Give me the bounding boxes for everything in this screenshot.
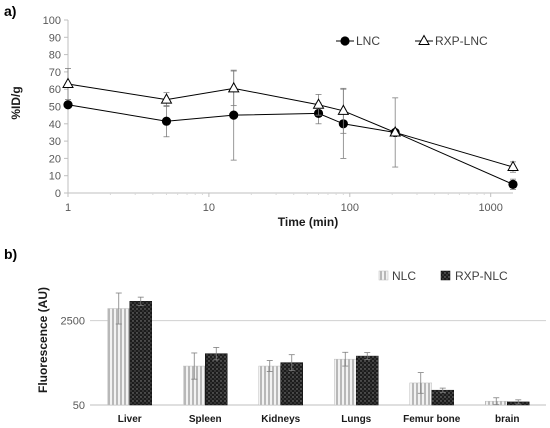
category-label: Spleen <box>189 414 222 425</box>
error-bar <box>439 387 446 393</box>
y-tick-label-a: 90 <box>49 32 61 44</box>
x-tick-label-a: 1000 <box>478 202 502 214</box>
series-lnc <box>63 69 518 190</box>
error-bar <box>364 352 371 360</box>
legend-marker <box>340 36 350 46</box>
y-axis-label-b: Fluorescence (AU) <box>36 287 50 393</box>
panel-b-label: b) <box>4 246 17 262</box>
y-tick-label-a: 100 <box>43 15 61 27</box>
y-tick-label-a: 50 <box>49 102 61 114</box>
legend-item-rxp-lnc: RXP-LNC <box>415 34 488 48</box>
series-rxp-lnc <box>62 68 519 173</box>
data-point-rxp-lnc <box>160 93 173 104</box>
legend-label: LNC <box>356 34 380 48</box>
y-tick-label-a: 70 <box>49 67 61 79</box>
y-tick-label-a: 10 <box>49 171 61 183</box>
y-axis-label-a: %ID/g <box>9 86 23 119</box>
error-bar <box>288 354 295 371</box>
data-point-rxp-lnc <box>507 160 519 172</box>
x-axis-label-a: Time (min) <box>278 215 338 229</box>
data-point-rxp-lnc <box>389 125 402 137</box>
legend-swatch <box>440 270 451 281</box>
y-tick-label-a: 0 <box>55 188 61 200</box>
legend-b: NLC RXP-NLC <box>378 269 508 283</box>
bar-group-femur-bone: Femur bone <box>403 372 461 425</box>
bar-group-lungs: Lungs <box>334 351 379 425</box>
data-point-lnc <box>63 100 73 110</box>
error-bar <box>115 292 122 325</box>
category-label: brain <box>495 414 519 425</box>
bar-group-kidneys: Kidneys <box>258 354 303 425</box>
error-bar <box>137 296 144 306</box>
error-bar <box>417 372 424 394</box>
legend-item-nlc: NLC <box>378 269 416 283</box>
legend-marker <box>418 34 430 45</box>
x-tick-label-a: 10 <box>203 202 215 214</box>
legend-swatch <box>378 270 389 281</box>
category-label: Lungs <box>341 414 371 425</box>
y-tick-label-a: 30 <box>49 136 61 148</box>
legend-label: RXP-NLC <box>455 269 508 283</box>
bar-rxp-nlc-spleen <box>205 353 228 406</box>
legend-item-rxp-nlc: RXP-NLC <box>440 269 508 283</box>
panel-a-line-chart: a) %ID/g Time (min) 0 10 20 30 40 50 60 70 80 90 1… <box>4 3 519 229</box>
data-point-lnc <box>508 179 518 189</box>
y-tick-label-a: 20 <box>49 153 61 165</box>
bar-group-spleen: Spleen <box>183 347 228 425</box>
bar-group-brain: brain <box>485 397 530 425</box>
error-bar <box>493 397 500 406</box>
bar-group-liver: Liver <box>107 292 152 425</box>
x-tick-label-a: 1 <box>65 202 71 214</box>
data-point-lnc <box>161 116 172 126</box>
panel-a-label: a) <box>4 3 16 19</box>
series-line-lnc <box>67 104 514 185</box>
category-label: Femur bone <box>403 414 461 425</box>
error-bar <box>266 360 273 372</box>
category-label: Liver <box>118 414 142 425</box>
y-tick-label-b: 50 <box>73 400 85 412</box>
error-bar <box>515 399 522 405</box>
category-label: Kidneys <box>261 414 300 425</box>
y-tick-label-a: 60 <box>49 84 61 96</box>
y-tick-label-a: 80 <box>49 50 61 62</box>
y-tick-label-b: 2500 <box>61 316 85 328</box>
data-point-rxp-lnc <box>312 98 325 109</box>
error-bar <box>342 351 349 367</box>
y-tick-label-a: 40 <box>49 119 61 131</box>
bar-rxp-nlc-liver <box>129 301 152 406</box>
panel-b-bar-chart: b) Fluorescence (AU) 50 2500 Liver Spleen K… <box>4 246 546 425</box>
legend-label: NLC <box>392 269 416 283</box>
legend-label: RXP-LNC <box>435 34 488 48</box>
bar-rxp-nlc-lungs <box>356 355 379 406</box>
data-point-rxp-lnc <box>337 104 350 115</box>
data-point-lnc <box>229 110 239 120</box>
legend-a: LNC RXP-LNC <box>336 34 488 48</box>
error-bar <box>213 347 220 361</box>
error-bar <box>191 352 198 380</box>
x-tick-label-a: 100 <box>341 202 359 214</box>
legend-item-lnc: LNC <box>336 34 380 48</box>
data-point-rxp-lnc <box>227 81 240 93</box>
data-point-rxp-lnc <box>62 77 74 89</box>
